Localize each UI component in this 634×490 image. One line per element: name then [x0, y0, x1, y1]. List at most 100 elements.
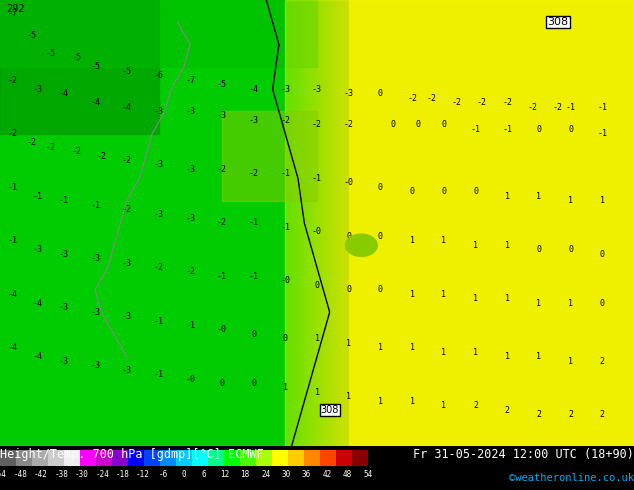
Text: -2: -2: [8, 76, 18, 85]
Text: 0: 0: [568, 125, 573, 134]
Text: 1: 1: [314, 334, 320, 343]
Text: -30: -30: [75, 470, 89, 479]
Text: -3: -3: [33, 245, 43, 254]
Text: -2: -2: [185, 268, 195, 276]
Text: -2: -2: [153, 263, 164, 272]
Text: 2: 2: [505, 406, 510, 415]
Text: -3: -3: [185, 214, 195, 223]
Text: -3: -3: [312, 85, 322, 94]
Text: -1: -1: [33, 192, 43, 201]
Text: -3: -3: [217, 111, 227, 121]
Text: 18: 18: [240, 470, 250, 479]
Text: 0: 0: [181, 470, 186, 479]
Text: 1: 1: [568, 357, 573, 366]
Text: -3: -3: [185, 107, 195, 116]
Text: -1: -1: [280, 170, 290, 178]
Text: 0: 0: [416, 121, 421, 129]
Text: -54: -54: [0, 470, 7, 479]
Bar: [96, 450, 112, 465]
Text: 1: 1: [410, 397, 415, 406]
Circle shape: [346, 234, 377, 256]
Text: 1: 1: [505, 352, 510, 361]
Bar: [128, 450, 144, 465]
Text: 0: 0: [346, 232, 351, 241]
Bar: [352, 450, 368, 465]
Text: -2: -2: [249, 170, 259, 178]
Text: -2: -2: [71, 147, 81, 156]
Text: 0: 0: [378, 285, 383, 294]
Text: -6: -6: [153, 72, 164, 80]
Text: -2: -2: [426, 94, 436, 102]
Text: -1: -1: [185, 321, 195, 330]
Text: 1: 1: [505, 294, 510, 303]
Bar: [285, 0, 634, 446]
Text: 1: 1: [410, 343, 415, 352]
Text: -2: -2: [46, 143, 56, 151]
Text: -1: -1: [597, 102, 607, 112]
Text: -3: -3: [153, 107, 164, 116]
Bar: [192, 450, 208, 465]
Text: 0: 0: [251, 330, 256, 339]
Text: 1: 1: [568, 196, 573, 205]
Text: 1: 1: [441, 290, 446, 299]
Text: 2: 2: [600, 410, 605, 419]
Text: Height/Temp. 700 hPa [gdmp][°C] ECMWF: Height/Temp. 700 hPa [gdmp][°C] ECMWF: [0, 448, 264, 461]
Bar: [144, 450, 160, 465]
Text: -1: -1: [249, 219, 259, 227]
Text: 6: 6: [202, 470, 207, 479]
Bar: [48, 450, 64, 465]
Bar: [224, 450, 240, 465]
Bar: [208, 450, 224, 465]
Text: 1: 1: [314, 388, 320, 397]
Text: 1: 1: [283, 384, 288, 392]
Text: 30: 30: [281, 470, 290, 479]
Text: 2: 2: [536, 410, 541, 419]
Text: 2: 2: [568, 410, 573, 419]
Text: 36: 36: [302, 470, 311, 479]
Text: -2: -2: [344, 121, 354, 129]
Text: 0: 0: [600, 299, 605, 308]
Text: -4: -4: [33, 299, 43, 308]
Text: -3: -3: [280, 85, 290, 94]
Text: Fr 31-05-2024 12:00 UTC (18+90): Fr 31-05-2024 12:00 UTC (18+90): [413, 448, 634, 461]
Text: -2: -2: [217, 219, 227, 227]
Text: 24: 24: [261, 470, 270, 479]
Text: -2: -2: [27, 138, 37, 147]
Text: -3: -3: [90, 361, 100, 370]
Text: -38: -38: [55, 470, 68, 479]
Text: -1: -1: [502, 125, 512, 134]
Text: 1: 1: [441, 236, 446, 245]
Text: -1: -1: [597, 129, 607, 138]
Text: -4: -4: [122, 102, 132, 112]
Text: -3: -3: [58, 357, 68, 366]
Text: -5: -5: [122, 67, 132, 76]
Text: -1: -1: [153, 370, 164, 379]
Text: -2: -2: [122, 156, 132, 165]
Text: -2: -2: [217, 165, 227, 174]
Text: -0: -0: [280, 276, 290, 285]
Text: -3: -3: [122, 366, 132, 374]
Text: 1: 1: [410, 290, 415, 299]
Text: -7: -7: [185, 76, 195, 85]
Bar: [160, 450, 176, 465]
Text: -1: -1: [58, 196, 68, 205]
Text: 2: 2: [473, 401, 478, 410]
Text: -1: -1: [8, 183, 18, 192]
Text: -2: -2: [553, 102, 563, 112]
Text: -4: -4: [249, 85, 259, 94]
Text: -24: -24: [95, 470, 109, 479]
Text: 0: 0: [536, 245, 541, 254]
Text: -3: -3: [153, 161, 164, 170]
Text: 42: 42: [322, 470, 332, 479]
Text: -4: -4: [33, 352, 43, 361]
Text: -1: -1: [90, 200, 100, 210]
Text: -12: -12: [136, 470, 150, 479]
Text: 0: 0: [283, 334, 288, 343]
Text: -48: -48: [13, 470, 27, 479]
Text: -3: -3: [33, 85, 43, 94]
Text: 1: 1: [473, 348, 478, 357]
Text: 2: 2: [600, 357, 605, 366]
Text: -3: -3: [344, 89, 354, 98]
Bar: [240, 450, 256, 465]
Text: -3: -3: [185, 165, 195, 174]
